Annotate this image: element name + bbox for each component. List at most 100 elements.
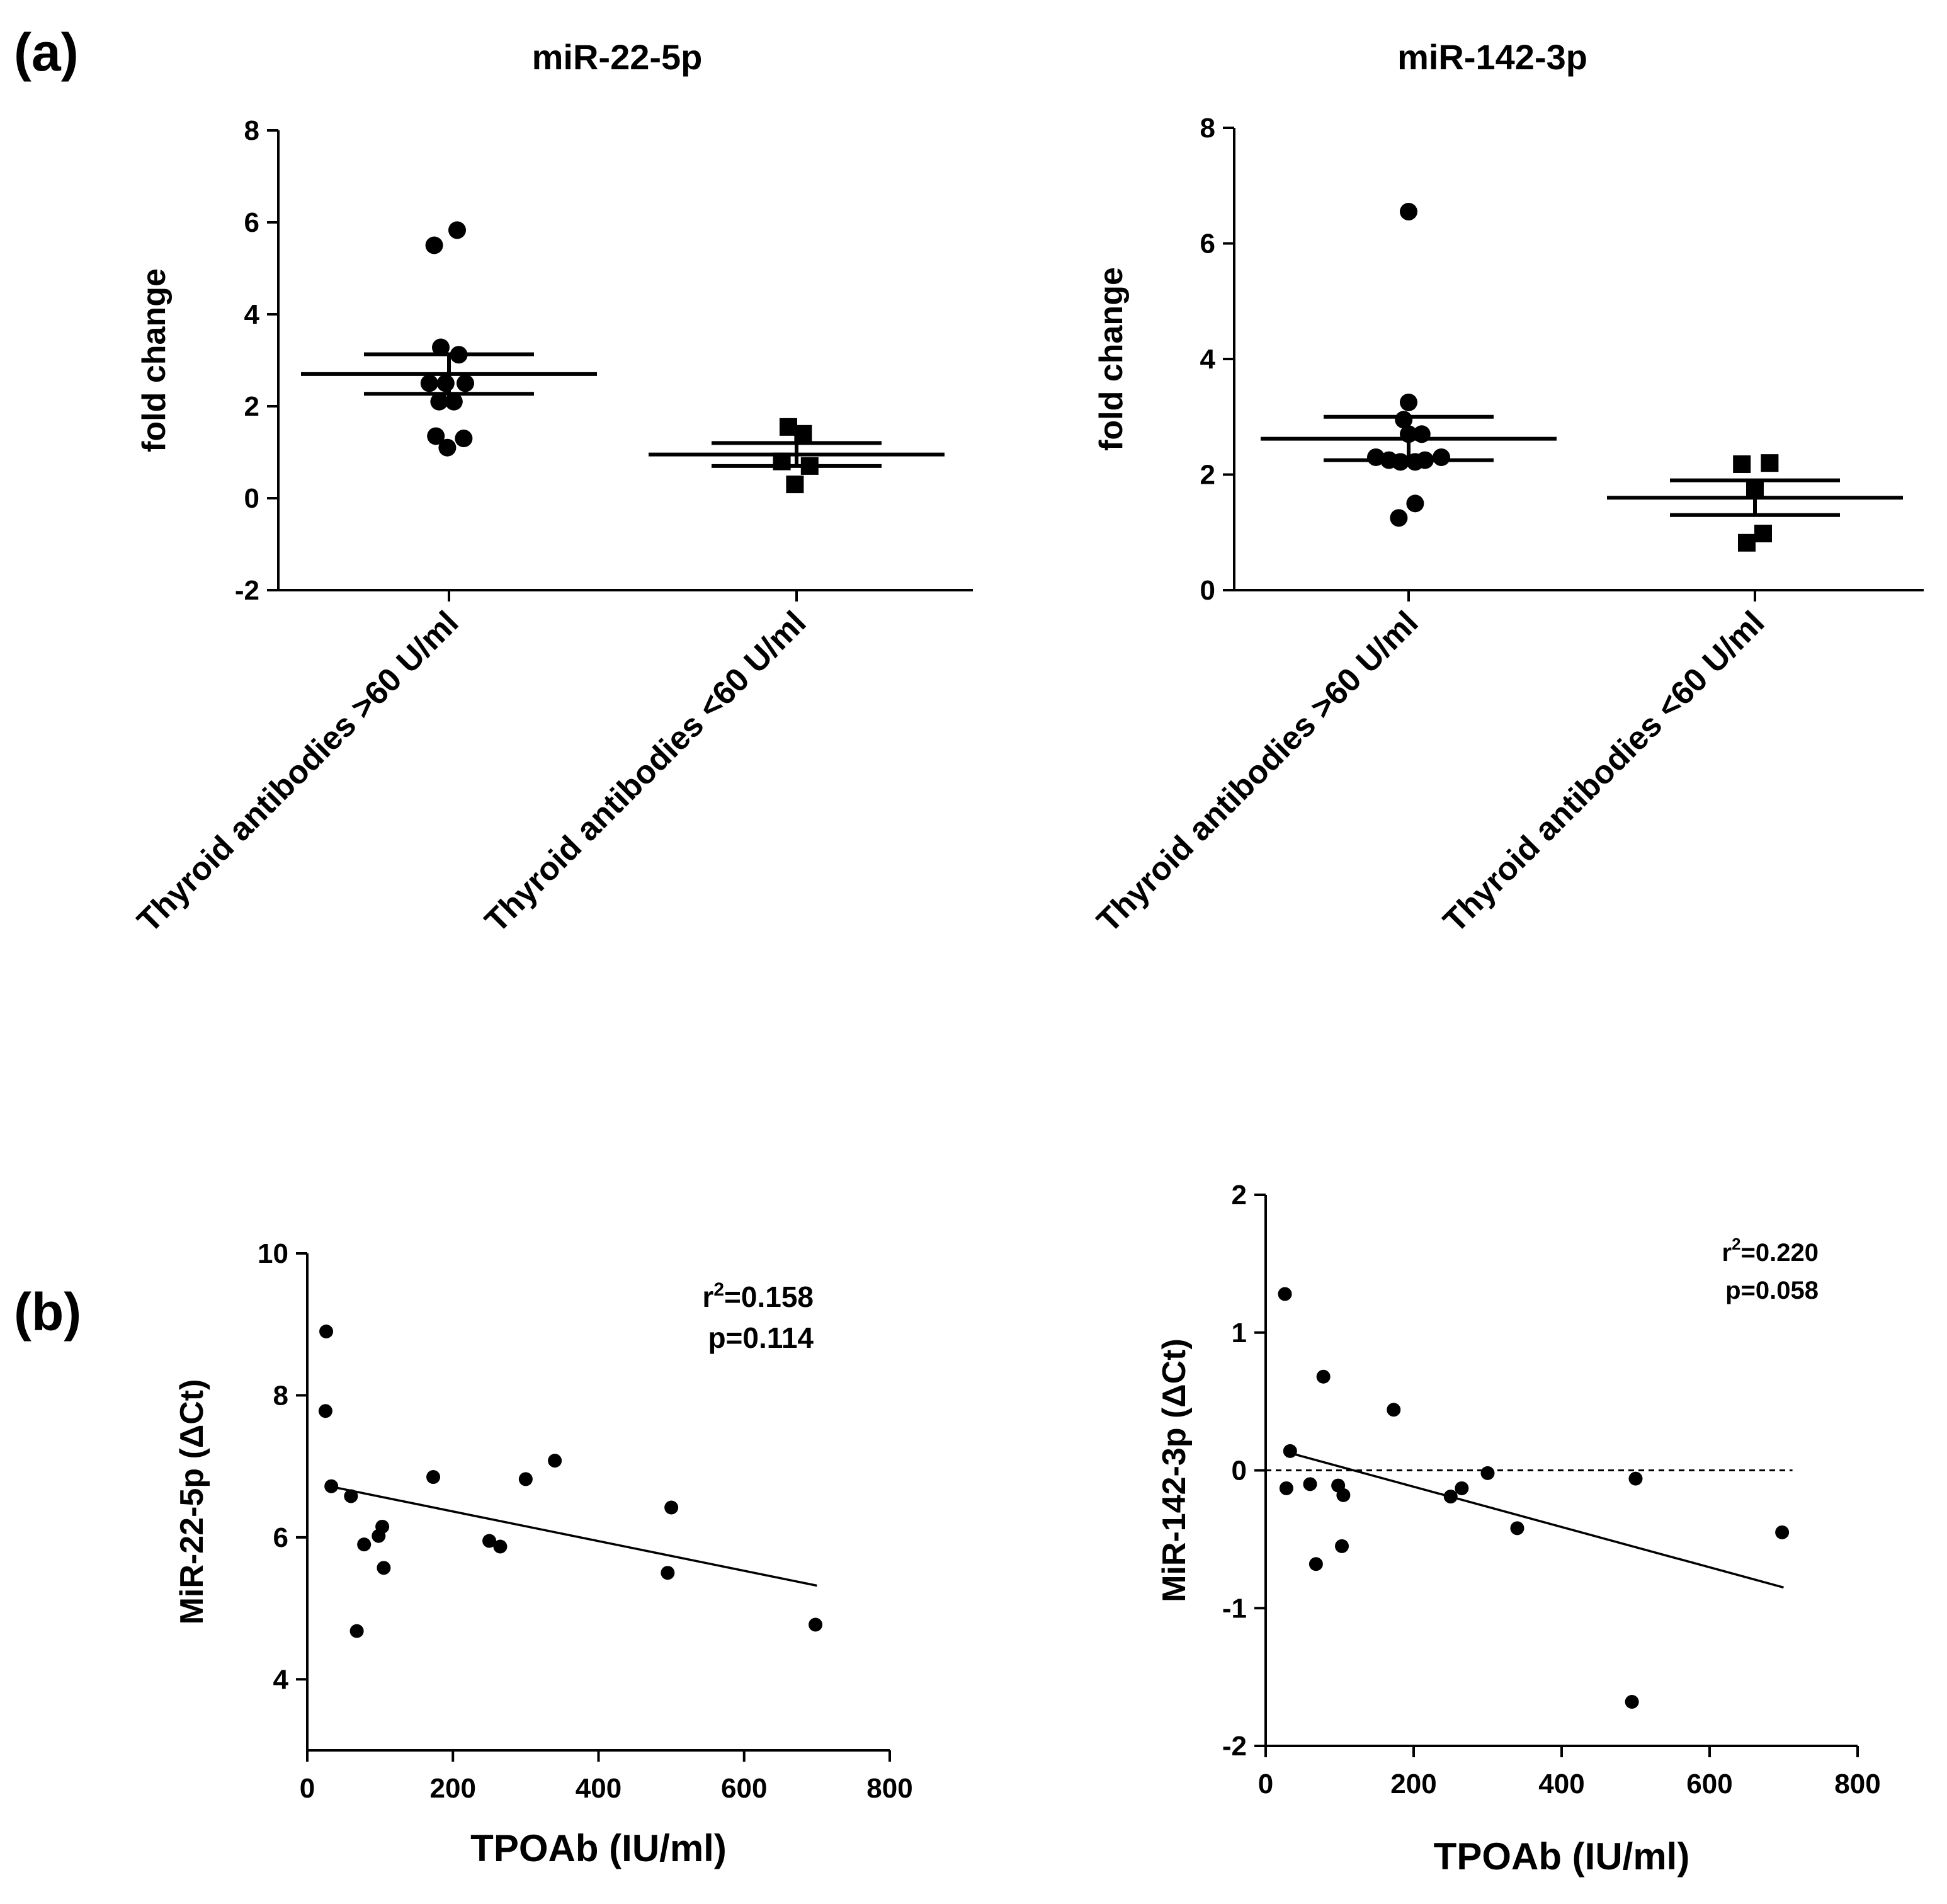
data-point — [375, 1519, 390, 1534]
data-point — [1775, 1525, 1790, 1539]
chart-mir22-vs-tpoab: 4 6 8 10 MiR-22-5p (ΔCt) 0 200 400 600 800 TPOAb (… — [174, 1238, 913, 1869]
data-point — [448, 221, 466, 239]
x-category-label: Thyroid antibodies >60 U/ml — [1090, 604, 1425, 939]
y-tick-label: 8 — [273, 1380, 288, 1411]
data-point — [1390, 509, 1408, 527]
data-point — [1387, 1403, 1401, 1417]
r-squared-text: r2=0.220 — [1722, 1234, 1819, 1267]
r-squared-value: =0.220 — [1741, 1239, 1819, 1267]
data-point — [430, 392, 448, 411]
data-point — [482, 1534, 497, 1548]
data-point — [786, 476, 804, 494]
data-point — [319, 1324, 334, 1338]
x-category-label: Thyroid antibodies <60 U/ml — [1436, 604, 1771, 939]
data-point — [1336, 1488, 1351, 1502]
y-tick-label: 6 — [273, 1522, 288, 1553]
data-point — [1738, 533, 1756, 552]
data-point — [1733, 455, 1751, 473]
data-point — [1283, 1444, 1297, 1458]
data-point — [324, 1479, 339, 1493]
r-squared-superscript: 2 — [1732, 1234, 1740, 1253]
p-value-text: p=0.114 — [708, 1321, 814, 1354]
x-tick-label: 800 — [866, 1773, 912, 1804]
data-point — [377, 1561, 391, 1575]
data-point — [1400, 425, 1417, 443]
y-tick-label: 4 — [273, 1664, 289, 1695]
data-point — [1335, 1539, 1349, 1553]
data-point — [1412, 425, 1431, 443]
y-tick-label: 2 — [244, 391, 259, 422]
data-point — [1406, 494, 1424, 513]
y-axis-label: MiR-22-5p (ΔCt) — [174, 1379, 210, 1625]
x-axis-label: TPOAb (IU/ml) — [470, 1827, 727, 1869]
y-axis-label: fold change — [136, 268, 173, 452]
data-point — [664, 1500, 679, 1515]
data-point — [1303, 1477, 1317, 1491]
data-point — [1455, 1481, 1469, 1495]
chart-mir142-vs-tpoab: -2 -1 0 1 2 MiR-142-3p (ΔCt) 0 200 400 600 800 TPOA… — [1156, 1180, 1881, 1878]
y-tick-label: 2 — [1232, 1180, 1247, 1211]
data-point — [1367, 448, 1385, 466]
data-point — [809, 1617, 823, 1632]
data-point — [661, 1566, 675, 1580]
data-point — [800, 457, 819, 475]
data-point — [1628, 1471, 1643, 1486]
x-tick-label: 400 — [576, 1773, 622, 1804]
y-tick-label: 8 — [1200, 113, 1215, 144]
data-point — [318, 1404, 332, 1418]
data-point — [1279, 1481, 1293, 1495]
data-point — [1443, 1490, 1458, 1504]
x-tick-label: 0 — [300, 1773, 315, 1804]
data-point — [344, 1489, 358, 1503]
x-tick-label: 800 — [1834, 1769, 1880, 1799]
x-tick-label: 400 — [1538, 1769, 1584, 1799]
data-point — [349, 1624, 364, 1638]
y-tick-label: 2 — [1200, 460, 1215, 491]
x-category-label: Thyroid antibodies <60 U/ml — [478, 604, 813, 939]
y-tick-label: 0 — [1232, 1456, 1247, 1486]
y-tick-label: 6 — [244, 207, 259, 238]
x-tick-label: 200 — [1390, 1769, 1436, 1799]
data-point — [1480, 1466, 1495, 1480]
y-tick-label: 6 — [1200, 229, 1215, 259]
y-axis-label: MiR-142-3p (ΔCt) — [1156, 1338, 1193, 1602]
data-point — [1392, 453, 1409, 471]
y-tick-label: 10 — [258, 1238, 288, 1269]
r-squared-symbol: r — [702, 1280, 713, 1313]
data-point — [457, 374, 474, 392]
x-tick-label: 600 — [721, 1773, 767, 1804]
data-point — [1395, 411, 1413, 429]
data-point — [450, 346, 468, 364]
x-axis-label: TPOAb (IU/ml) — [1434, 1835, 1690, 1878]
data-point — [1761, 454, 1779, 472]
data-point — [1400, 393, 1417, 411]
x-tick-label: 200 — [430, 1773, 476, 1804]
data-point — [1510, 1521, 1524, 1536]
data-point — [455, 430, 473, 448]
chart-mir22-fold-change: -2 0 2 4 6 8 fold change miR-22-5p Thyroid antib… — [130, 37, 973, 940]
p-value-text: p=0.058 — [1725, 1277, 1819, 1304]
r-squared-symbol: r — [1722, 1239, 1732, 1267]
data-point — [426, 1470, 441, 1485]
data-point — [445, 392, 463, 411]
r-squared-text: r2=0.158 — [702, 1279, 814, 1313]
data-point — [1433, 448, 1450, 466]
y-tick-label: 1 — [1232, 1318, 1247, 1348]
data-point — [1316, 1369, 1331, 1384]
data-point — [427, 427, 445, 445]
data-point — [794, 425, 812, 443]
data-point — [420, 374, 438, 392]
y-tick-label: -2 — [1222, 1731, 1247, 1762]
y-tick-label: -1 — [1222, 1593, 1247, 1624]
data-point — [780, 418, 797, 436]
data-point — [493, 1539, 508, 1554]
chart-mir142-fold-change: 0 2 4 6 8 fold change miR-142-3p Thyroid antibo… — [1090, 37, 1924, 940]
data-point — [436, 374, 455, 392]
data-point — [548, 1454, 562, 1468]
x-tick-label: 600 — [1686, 1769, 1732, 1799]
chart-title: miR-22-5p — [532, 37, 703, 77]
data-point — [773, 452, 791, 470]
y-tick-label: 4 — [1200, 344, 1216, 375]
regression-line — [329, 1485, 817, 1587]
